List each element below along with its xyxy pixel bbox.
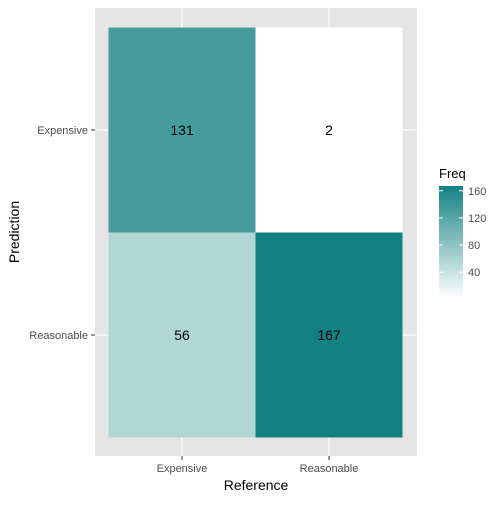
legend-tick-label-160: 160 xyxy=(468,186,486,198)
heatmap-cell-expensive-reasonable xyxy=(108,232,256,438)
legend-tick-label-40: 40 xyxy=(468,267,480,279)
y-tick-label-expensive: Expensive xyxy=(37,125,88,137)
cell-value-label-reasonable-expensive: 2 xyxy=(325,122,333,138)
legend-tick-label-80: 80 xyxy=(468,240,480,252)
x-axis-ticks: Expensive Reasonable xyxy=(157,456,359,475)
x-axis-title: Reference xyxy=(224,477,289,493)
cell-value-label-expensive-reasonable: 56 xyxy=(174,327,190,343)
heatmap-cell-reasonable-reasonable xyxy=(255,232,403,438)
heatmap-cells xyxy=(108,27,403,438)
y-tick-label-reasonable: Reasonable xyxy=(29,330,88,342)
cell-value-label-reasonable-reasonable: 167 xyxy=(317,327,341,343)
x-tick-label-expensive: Expensive xyxy=(157,463,208,475)
cell-labels: 131 2 56 167 xyxy=(170,122,341,343)
heatmap-cell-reasonable-expensive xyxy=(255,27,403,233)
cell-value-label-expensive-expensive: 131 xyxy=(170,122,194,138)
heatmap-cell-expensive-expensive xyxy=(108,27,256,233)
x-tick-label-reasonable: Reasonable xyxy=(300,463,359,475)
legend-title: Freq xyxy=(439,166,466,181)
y-axis-title: Prediction xyxy=(6,201,22,263)
y-axis-ticks: Expensive Reasonable xyxy=(29,125,95,342)
color-legend: Freq 40 80 120 160 xyxy=(439,166,486,298)
legend-tick-label-120: 120 xyxy=(468,213,486,225)
legend-color-bar xyxy=(439,186,463,298)
legend-ticks: 40 80 120 160 xyxy=(439,186,486,279)
